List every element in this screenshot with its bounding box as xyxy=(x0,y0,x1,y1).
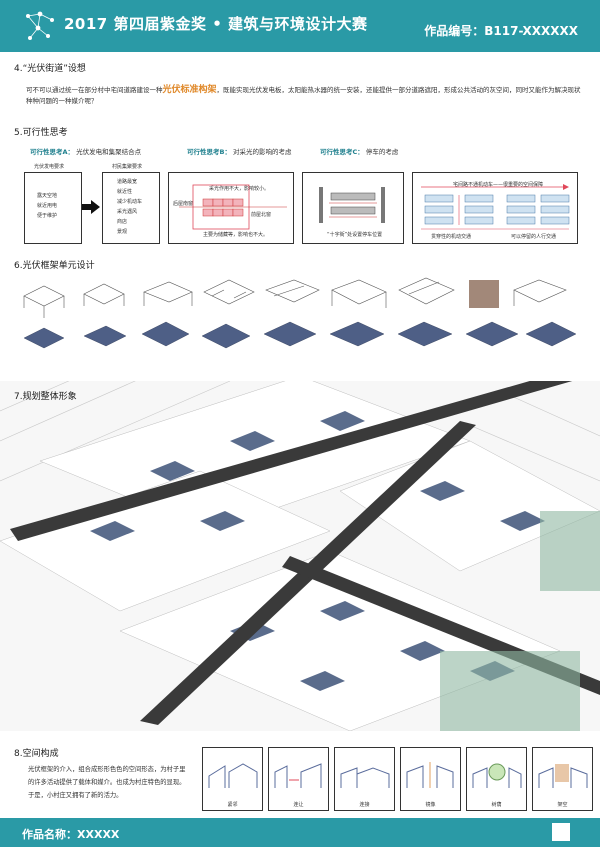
list-item: 景观 xyxy=(117,229,128,235)
traffic-diagram xyxy=(421,184,570,230)
main-road-diagonal xyxy=(10,361,600,541)
list-item: 道路最宽 xyxy=(117,179,138,185)
space-panel: 连接 xyxy=(334,747,395,811)
daylight-diagram xyxy=(179,184,287,230)
pv-frame-render xyxy=(397,321,453,347)
box-b-note4: 主要为储藏等，影响也不大。 xyxy=(203,232,269,238)
section4-text-after: ，既能实现光伏发电板，太阳能热水器的统一安装，还能提供一部分道路遮阳，形成公共活… xyxy=(26,86,581,105)
box-a1-title: 光伏发电要求 xyxy=(34,164,65,170)
space-panel: 镜像 xyxy=(400,747,461,811)
space-diagram xyxy=(406,762,454,788)
panel-caption: 树荫 xyxy=(491,802,502,808)
box-d-note2: 贯穿性的机动交通 xyxy=(431,234,472,240)
pv-frame-render xyxy=(201,323,251,349)
section4-paragraph: 可不可以通过统一在部分村中宅间道路建设一种光伏标准构架，既能实现光伏发电板，太阳… xyxy=(26,85,582,107)
space-diagram xyxy=(208,763,258,788)
frame-unit-sketch xyxy=(23,277,567,318)
section8-title: 8.空间构成 xyxy=(14,749,59,759)
space-diagram xyxy=(274,763,322,788)
space-diagram xyxy=(538,764,588,788)
box-b-note1: 采光作用不大，影响较小。 xyxy=(209,186,270,192)
parking-diagram xyxy=(319,187,385,223)
section8-paragraph: 光伏框架的介入，组合成形形色色的空间形态，为村子里的许多活动提供了载体和媒介。也… xyxy=(28,766,186,799)
panel-caption: 连接 xyxy=(359,802,370,808)
list-item: 采光遇风 xyxy=(117,209,138,215)
box-c-parking: “十字街”处设置停车位置 xyxy=(302,172,404,244)
section5-title: 5.可行性思考 xyxy=(14,128,68,138)
box-c-note: “十字街”处设置停车位置 xyxy=(327,232,383,238)
box-a1: 露天空地 就近用电 便于维护 xyxy=(24,172,82,244)
master-plan-render xyxy=(0,340,600,732)
list-item: 就近用电 xyxy=(37,203,58,209)
space-diagram xyxy=(472,763,522,788)
plan-aerial-view xyxy=(0,340,600,732)
work-code: 作品编号：B117-XXXXXX xyxy=(424,24,578,38)
footer-bar: 作品名称：XXXXX xyxy=(0,818,600,847)
list-item: 减少机动车 xyxy=(117,199,143,205)
space-panel: 架空 xyxy=(532,747,593,811)
panel-caption: 镜像 xyxy=(425,802,436,808)
pv-frame-render xyxy=(465,321,519,347)
section4-highlight: 光伏标准构架 xyxy=(162,85,217,95)
pv-frame-render xyxy=(23,327,65,349)
box-d-note1: 宅间路不通机动车——很重要的空间保障 xyxy=(453,182,544,188)
box-b-daylight: 采光作用不大，影响较小。 后屋南窗 前屋北窗 主要为储藏等，影响也不大。 xyxy=(168,172,294,244)
competition-title: 2017 第四届紫金奖 • 建筑与环境设计大赛 xyxy=(64,15,368,33)
header-bar: 2017 第四届紫金奖 • 建筑与环境设计大赛 作品编号：B117-XXXXXX xyxy=(0,0,600,52)
list-item: 露天空地 xyxy=(37,193,58,199)
section4-text-before: 可不可以通过统一在部分村中宅间道路建设一种 xyxy=(26,86,163,94)
think-c-heading: 可行性思考C： xyxy=(320,148,364,156)
space-panel: 树荫 xyxy=(466,747,527,811)
box-a2-title: 村民集聚要求 xyxy=(112,164,143,170)
frame-unit-grid xyxy=(23,277,577,349)
think-a-label: 可行性思考A： 光伏发电和集聚结合点 xyxy=(30,146,141,156)
pv-frame-render xyxy=(263,321,317,347)
pv-frame-render xyxy=(525,321,577,347)
box-d-traffic: 宅间路不通机动车——很重要的空间保障 贯穿性的机动交通 可以停留的人行交通 xyxy=(412,172,578,244)
box-b-note3: 前屋北窗 xyxy=(251,212,272,218)
footer-square-mark xyxy=(552,823,570,841)
arrow-right-icon xyxy=(82,200,100,214)
pv-frame-render xyxy=(83,325,127,347)
panel-caption: 架空 xyxy=(557,802,568,808)
list-item: 便于维护 xyxy=(37,213,58,219)
think-b-heading: 可行性思考B： xyxy=(187,148,231,156)
panel-caption: 紧邻 xyxy=(227,802,238,808)
pv-frame-render xyxy=(141,321,190,347)
space-panel: 紧邻 xyxy=(202,747,263,811)
think-c-desc: 停车的考虑 xyxy=(365,148,399,156)
section6-title: 6.光伏框架单元设计 xyxy=(14,261,95,271)
frame-unit-wood xyxy=(469,280,499,308)
list-item: 就近性 xyxy=(117,189,133,195)
constellation-logo-icon xyxy=(26,11,54,40)
think-a-desc: 光伏发电和集聚结合点 xyxy=(76,148,142,156)
think-a-heading: 可行性思考A： xyxy=(30,148,75,156)
section7-title: 7.规划整体形象 xyxy=(14,392,77,402)
space-diagram xyxy=(340,767,390,788)
panel-caption: 连让 xyxy=(293,802,304,808)
think-c-label: 可行性思考C： 停车的考虑 xyxy=(320,146,398,156)
list-item: 商店 xyxy=(117,219,128,225)
pv-frame-render xyxy=(329,321,385,347)
box-b-note2: 后屋南窗 xyxy=(173,201,194,207)
space-panel: 连让 xyxy=(268,747,329,811)
section4-title: 4.“光伏街道”设想 xyxy=(14,64,86,74)
box-a2: 道路最宽 就近性 减少机动车 采光遇风 商店 景观 xyxy=(102,172,160,244)
work-name: 作品名称：XXXXX xyxy=(22,828,120,841)
think-b-label: 可行性思考B： 对采光的影响的考虑 xyxy=(187,146,292,156)
think-b-desc: 对采光的影响的考虑 xyxy=(233,148,292,156)
box-d-note3: 可以停留的人行交通 xyxy=(511,234,557,240)
